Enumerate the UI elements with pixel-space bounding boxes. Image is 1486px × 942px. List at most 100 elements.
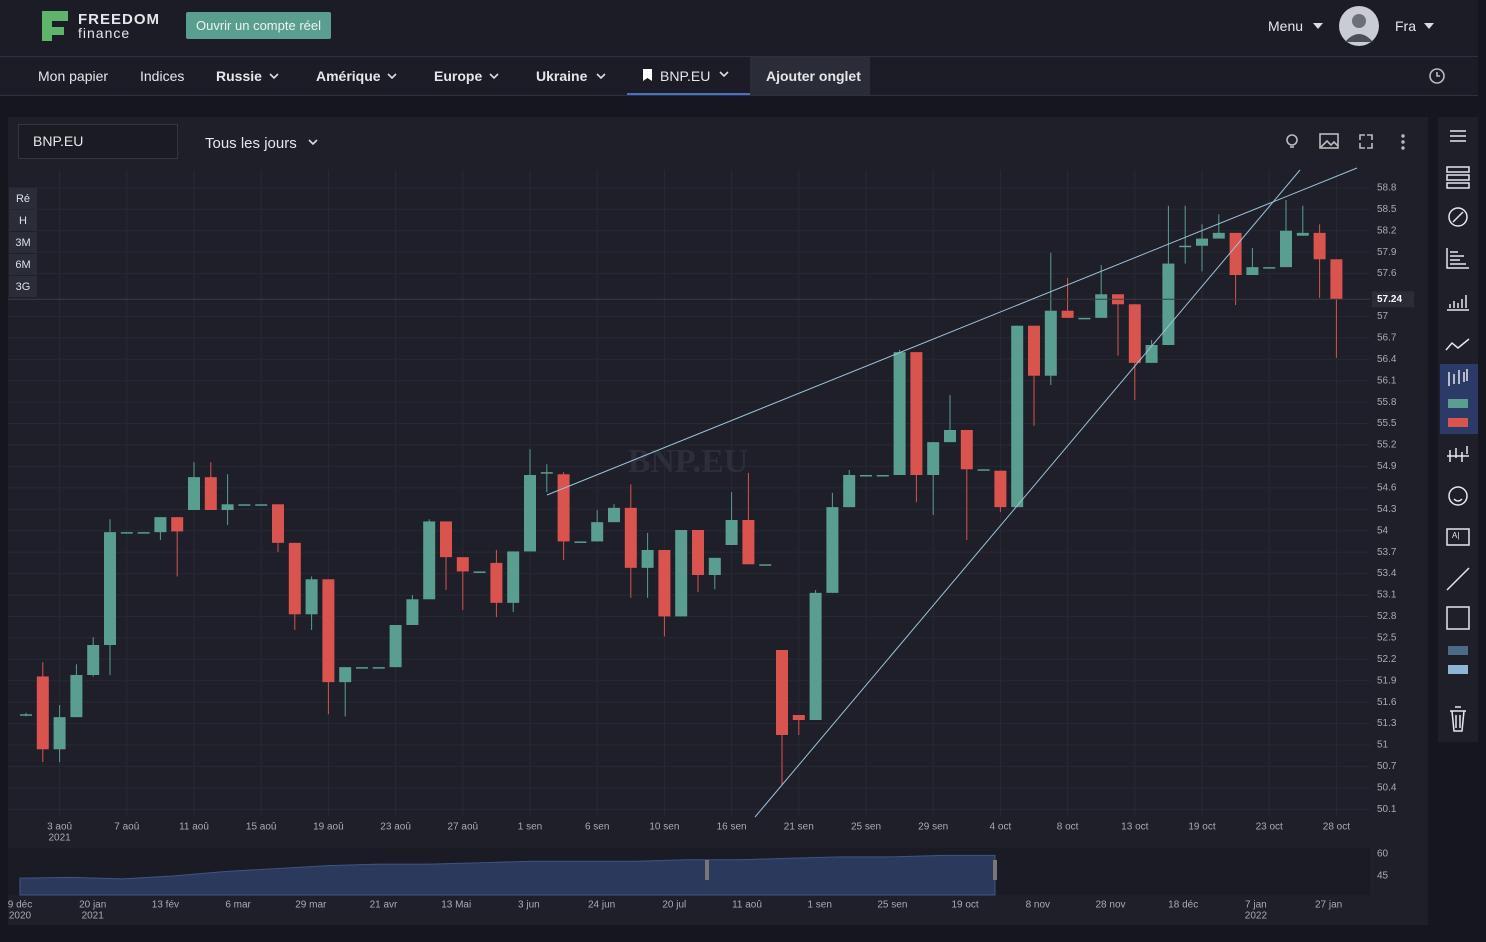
navigator-x-label: 20 jul bbox=[662, 900, 686, 911]
candle-body bbox=[1078, 317, 1091, 320]
y-tick-label: 50.7 bbox=[1377, 761, 1397, 772]
x-tick-label: 15 aoû bbox=[246, 822, 277, 833]
candle-body bbox=[1145, 345, 1158, 363]
nav-item-active[interactable]: BNP.EU bbox=[660, 68, 711, 84]
candle-body bbox=[1296, 232, 1309, 236]
candle-body bbox=[272, 504, 284, 543]
navigator-x-label: 3 jun bbox=[518, 900, 540, 911]
nav-item[interactable]: Russie bbox=[216, 68, 262, 84]
navigator-x-label: 28 nov bbox=[1095, 900, 1125, 911]
y-tick-label: 52.8 bbox=[1377, 611, 1397, 622]
candle-body bbox=[557, 474, 570, 542]
x-tick-label: 7 aoû bbox=[114, 822, 139, 833]
candle-body bbox=[1095, 294, 1108, 318]
nav-item[interactable]: Indices bbox=[140, 68, 185, 84]
candle-body bbox=[960, 430, 973, 470]
active-underline bbox=[627, 93, 750, 95]
candle-body bbox=[171, 517, 184, 532]
x-tick-label: 11 aoû bbox=[179, 822, 209, 833]
x-year-label: 2021 bbox=[48, 833, 71, 844]
navigator-x-label: 25 sen bbox=[877, 900, 907, 911]
last-price-label: 57.24 bbox=[1377, 294, 1402, 305]
candle-body bbox=[692, 530, 704, 575]
x-tick-label: 19 aoû bbox=[313, 822, 344, 833]
trend-line[interactable] bbox=[754, 169, 1301, 818]
nav-item[interactable]: Ukraine bbox=[536, 68, 588, 84]
add-tab[interactable] bbox=[750, 57, 870, 95]
navigator-x-label: 20 jan bbox=[79, 900, 106, 911]
x-tick-label: 21 sen bbox=[784, 822, 814, 833]
candle-body bbox=[389, 625, 402, 668]
x-tick-label: 27 aoû bbox=[448, 822, 479, 833]
range-button-label[interactable]: 3G bbox=[16, 281, 31, 293]
caret bbox=[308, 139, 318, 146]
range-button[interactable] bbox=[9, 210, 37, 231]
navigator-x-label: 21 avr bbox=[370, 900, 398, 911]
symbol-input[interactable]: BNP.EU bbox=[18, 124, 178, 159]
candle-body bbox=[910, 352, 923, 475]
candle-body bbox=[238, 504, 251, 506]
candle-body bbox=[1196, 238, 1208, 246]
range-button[interactable] bbox=[9, 254, 37, 275]
x-tick-label: 3 aoû bbox=[47, 822, 72, 833]
y-tick-label: 50.4 bbox=[1377, 782, 1397, 793]
candle-body bbox=[1263, 267, 1276, 269]
candle-body bbox=[977, 469, 990, 471]
range-button-label[interactable]: 6M bbox=[15, 259, 30, 271]
candle-body bbox=[53, 717, 66, 750]
nav-item[interactable]: Europe bbox=[434, 68, 483, 84]
tool-icons bbox=[1445, 130, 1470, 732]
range-button-label[interactable]: Ré bbox=[16, 193, 30, 205]
candle-body bbox=[490, 562, 503, 603]
nav-item[interactable]: Ajouter onglet bbox=[766, 68, 861, 84]
navigator-x-label: 1 sen bbox=[807, 900, 831, 911]
y-tick-label: 57.6 bbox=[1377, 268, 1397, 279]
caret bbox=[1424, 23, 1434, 29]
y-tick-label: 58.5 bbox=[1377, 204, 1397, 215]
navigator-handle[interactable] bbox=[993, 860, 997, 880]
candle-body bbox=[70, 675, 83, 718]
x-tick-label: 29 sen bbox=[918, 822, 948, 833]
candle-body bbox=[927, 442, 940, 475]
language-button[interactable]: Fra bbox=[1395, 18, 1416, 34]
range-button[interactable] bbox=[9, 276, 37, 297]
y-tick-label: 55.5 bbox=[1377, 418, 1397, 429]
navigator-x-label: 29 mar bbox=[295, 900, 327, 911]
y-tick-label: 51 bbox=[1377, 740, 1389, 751]
range-button[interactable] bbox=[9, 232, 37, 253]
y-tick-label: 54.6 bbox=[1377, 482, 1397, 493]
y-tick-label: 53.1 bbox=[1377, 590, 1397, 601]
candle-body bbox=[20, 714, 32, 716]
y-tick-label: 57.9 bbox=[1377, 247, 1397, 258]
navigator-y-label: 60 bbox=[1377, 849, 1389, 860]
y-tick-label: 53.4 bbox=[1377, 568, 1397, 579]
candle-body bbox=[893, 352, 906, 475]
range-button-label[interactable]: 3M bbox=[15, 237, 30, 249]
candle-body bbox=[1212, 232, 1225, 239]
nav-item[interactable]: Mon papier bbox=[38, 68, 109, 84]
candle-body bbox=[221, 504, 234, 510]
tool-swatch bbox=[1448, 665, 1468, 674]
candle-body bbox=[524, 475, 536, 552]
interval-select[interactable]: Tous les jours bbox=[205, 135, 297, 152]
range-button[interactable] bbox=[9, 188, 37, 209]
range-button-label[interactable]: H bbox=[19, 215, 27, 227]
avatar[interactable] bbox=[1339, 6, 1379, 46]
y-tick-label: 51.3 bbox=[1377, 718, 1397, 729]
nav-item[interactable]: Amérique bbox=[316, 68, 381, 84]
open-account-button[interactable]: Ouvrir un compte réel bbox=[186, 12, 331, 39]
menu-button[interactable]: Menu bbox=[1268, 18, 1304, 34]
trend-line[interactable] bbox=[546, 167, 1358, 496]
candle-body bbox=[1044, 310, 1057, 376]
y-tick-label: 54.9 bbox=[1377, 461, 1397, 472]
navigator-year-label: 2020 bbox=[9, 911, 32, 922]
y-tick-label: 51.9 bbox=[1377, 675, 1397, 686]
navigator-year-label: 2022 bbox=[1245, 911, 1268, 922]
y-tick-label: 58.2 bbox=[1377, 225, 1397, 236]
candle-body bbox=[1330, 259, 1343, 300]
candle-body bbox=[792, 715, 805, 720]
candle-body bbox=[406, 599, 419, 625]
navigator-handle[interactable] bbox=[705, 860, 709, 880]
